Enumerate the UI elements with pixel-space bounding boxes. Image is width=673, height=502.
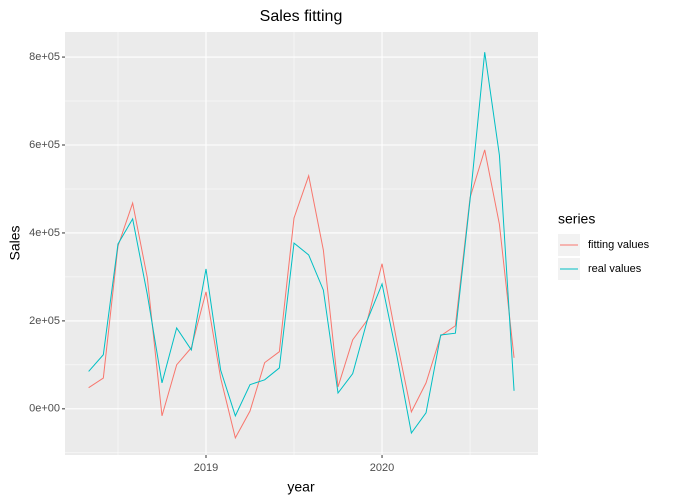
x-axis-label: year <box>287 479 315 495</box>
x-tick-label: 2019 <box>194 462 218 474</box>
y-tick-label: 2e+05 <box>29 315 60 327</box>
y-tick-label: 8e+05 <box>29 51 60 63</box>
lines <box>88 52 515 440</box>
y-tick-label: 0e+00 <box>29 403 60 415</box>
legend: fitting values real values <box>558 234 650 280</box>
legend-title: series <box>558 211 595 227</box>
grid <box>65 32 538 455</box>
chart-title: Sales fitting <box>260 8 343 25</box>
plot-panel <box>65 32 538 455</box>
y-tick-label: 6e+05 <box>29 139 60 151</box>
series-line <box>88 149 515 440</box>
y-axis-label: Sales <box>7 225 23 260</box>
legend-label: real values <box>588 263 642 275</box>
y-tick-label: 4e+05 <box>29 227 60 239</box>
legend-label: fitting values <box>588 239 650 251</box>
x-tick-label: 2020 <box>370 462 394 474</box>
series-line <box>88 52 515 435</box>
